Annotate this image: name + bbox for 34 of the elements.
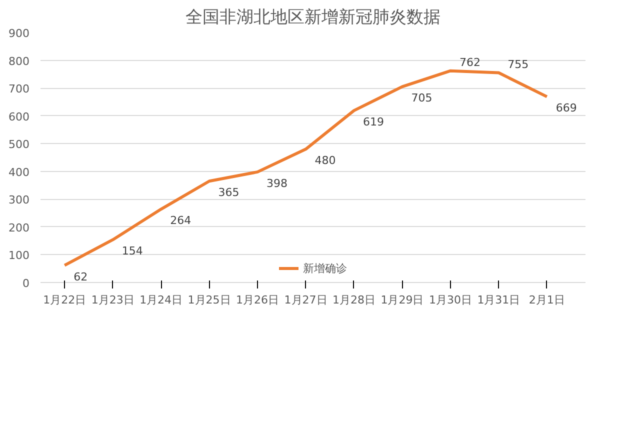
x-tick-label: 1月27日 xyxy=(284,294,328,306)
data-label: 62 xyxy=(74,270,88,284)
data-label: 669 xyxy=(556,102,577,115)
x-tick-label: 1月30日 xyxy=(428,294,472,306)
y-tick-label: 300 xyxy=(8,194,30,207)
x-tick-label: 1月28日 xyxy=(332,294,376,306)
x-tick-label: 1月24日 xyxy=(140,294,183,306)
x-tick-label: 1月25日 xyxy=(188,294,231,306)
data-label: 480 xyxy=(314,154,336,168)
data-label: 365 xyxy=(218,186,240,200)
y-tick-label: 900 xyxy=(8,27,30,40)
y-tick-label: 800 xyxy=(8,54,30,68)
y-tick-label: 700 xyxy=(8,82,30,96)
legend-label: 新增确诊 xyxy=(303,260,347,276)
data-label: 154 xyxy=(122,244,143,258)
x-tick-label: 1月26日 xyxy=(236,294,280,306)
x-tick-label: 1月22日 xyxy=(43,294,86,306)
x-tick-label: 1月29日 xyxy=(380,294,424,306)
data-label: 762 xyxy=(459,56,480,69)
y-tick-label: 200 xyxy=(8,221,30,234)
y-tick-label: 100 xyxy=(8,249,30,262)
y-tick-label: 600 xyxy=(8,110,30,124)
x-tick-label: 2月1日 xyxy=(528,294,565,306)
x-tick-label: 1月23日 xyxy=(91,294,134,306)
data-label: 705 xyxy=(411,92,432,105)
chart-title: 全国非湖北地区新增新冠肺炎数据 xyxy=(186,8,440,28)
data-label: 398 xyxy=(266,176,288,190)
data-label: 755 xyxy=(508,58,529,71)
y-tick-label: 500 xyxy=(8,138,30,152)
data-label: 619 xyxy=(362,116,384,129)
data-label: 264 xyxy=(170,214,192,228)
x-tick-label: 1月31日 xyxy=(477,294,520,306)
y-tick-label: 400 xyxy=(8,166,30,179)
y-tick-label: 0 xyxy=(22,277,30,290)
